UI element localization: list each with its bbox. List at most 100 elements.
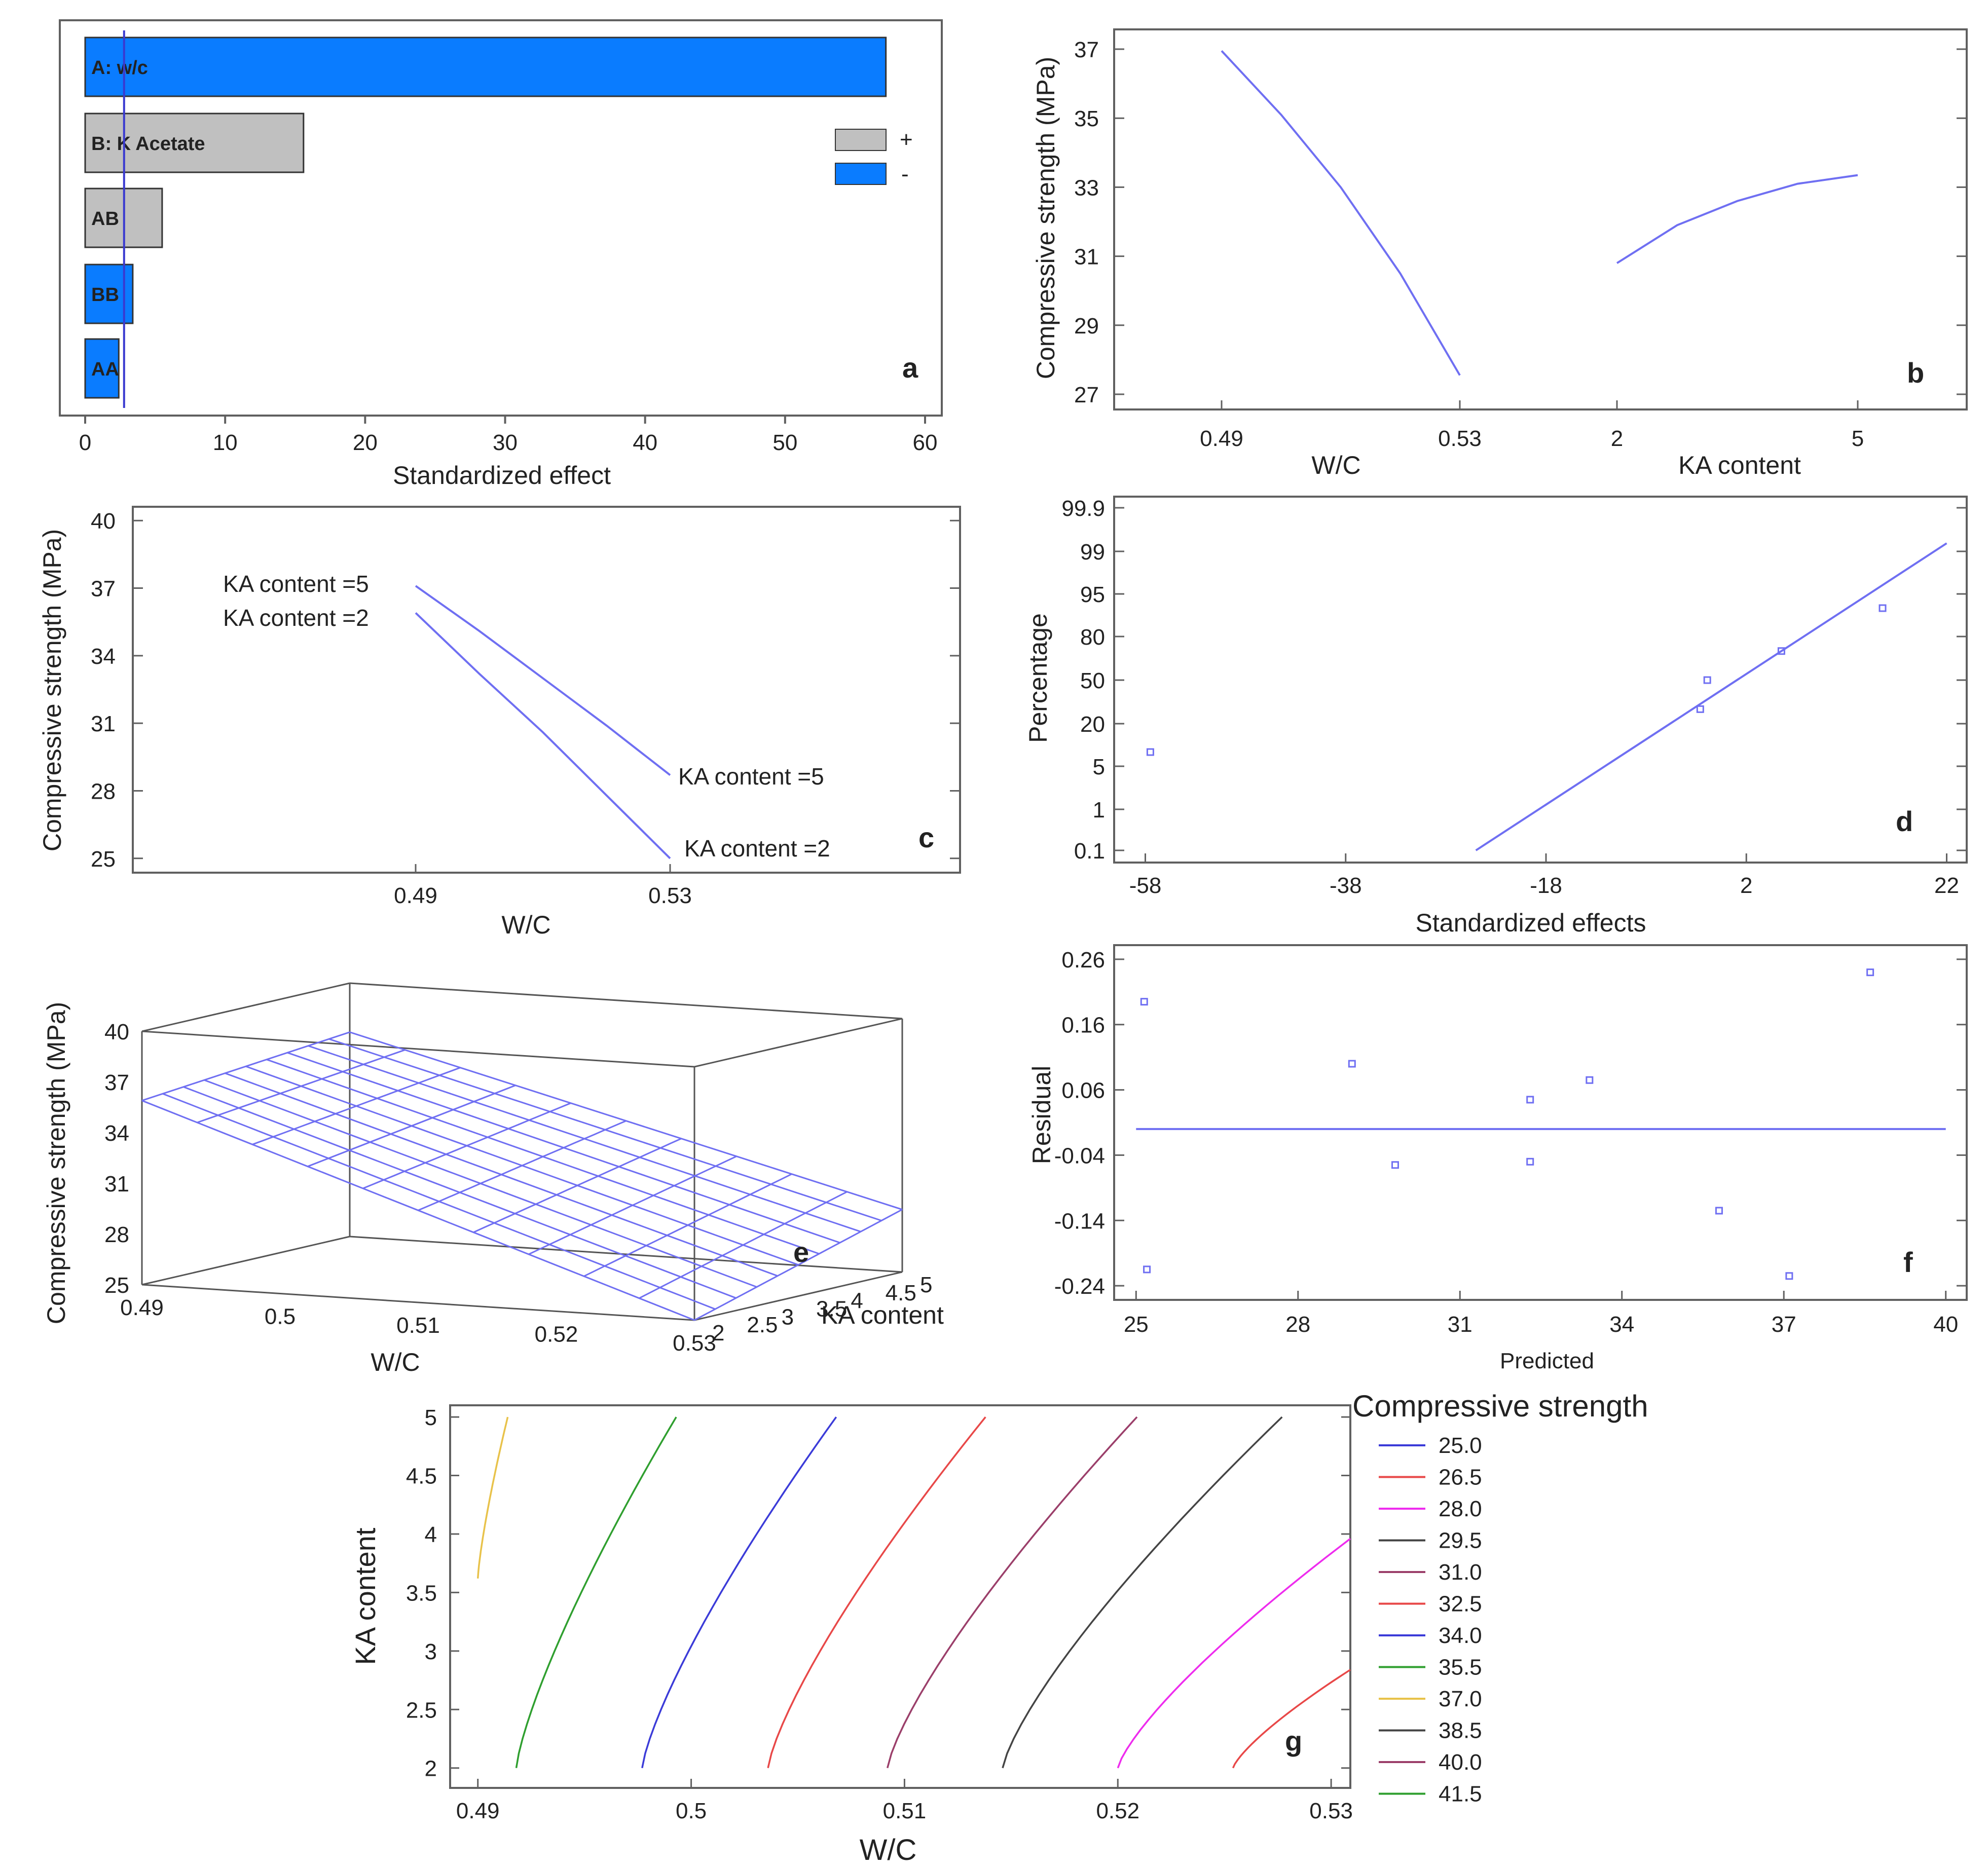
y-tick-label-1: 2.5	[747, 1313, 778, 1337]
x-tick-label-4: 0.53	[673, 1331, 716, 1356]
surface-grid-wc-5	[418, 1120, 627, 1211]
x-tick-label-1: 0.53	[648, 883, 692, 908]
contour-26.5	[1232, 1669, 1351, 1769]
legend-label-1: 26.5	[1439, 1465, 1482, 1490]
panel-a-frame	[59, 19, 943, 417]
y-tick-label-5: 4.5	[886, 1281, 916, 1305]
y-tick-label-2: 31	[91, 712, 116, 736]
legend-label-9: 38.5	[1439, 1718, 1482, 1743]
y-tick-label-6: 95	[1080, 582, 1105, 607]
contour-31.0	[887, 1416, 1138, 1769]
box-edge-3	[141, 1236, 350, 1286]
residual-point-3	[1391, 1161, 1399, 1169]
residual-point-4	[1526, 1096, 1534, 1104]
surface-grid-wc-0	[141, 1031, 350, 1102]
y-tick-label-1: 2.5	[406, 1698, 437, 1723]
panel-a-letter: a	[902, 352, 918, 384]
bar-label-1: B: K Acetate	[91, 133, 205, 155]
residual-point-8	[1785, 1272, 1793, 1280]
z-tick-label-0: 25	[104, 1273, 129, 1298]
bar-label-2: AB	[91, 208, 119, 230]
y-tick-label-3: 34	[91, 644, 116, 669]
z-tick-label-2: 31	[104, 1172, 129, 1197]
panel-c-ann-start-2: KA content =2	[223, 605, 369, 631]
panel-c-xlabel: W/C	[501, 911, 550, 939]
x-tick-label-4: 0.53	[1309, 1799, 1353, 1823]
y-tick-label-4: 4	[851, 1289, 863, 1314]
legend-label-8: 37.0	[1439, 1687, 1482, 1711]
panel-f-xlabel: Predicted	[1500, 1349, 1594, 1373]
panel-b-xlabel-wc: W/C	[1311, 451, 1360, 479]
x-tick-label-1-0: 2	[1611, 426, 1623, 451]
y-tick-label-0: 2	[425, 1756, 437, 1781]
residual-point-6	[1586, 1076, 1594, 1084]
main-effect-line-0	[1221, 50, 1461, 376]
interaction-line-1	[415, 612, 671, 859]
panel-c-ann-end-2: KA content =2	[684, 835, 830, 862]
panel-b-ylabel: Compressive strength (MPa)	[1032, 57, 1060, 379]
x-tick-label-2: 31	[1448, 1312, 1472, 1337]
legend-label-10: 40.0	[1439, 1750, 1482, 1775]
contour-37.0	[476, 1416, 509, 1579]
x-tick-label-0: 25	[1124, 1312, 1149, 1337]
surface-grid-wc-3	[307, 1085, 516, 1168]
surface-grid-wc-6	[473, 1138, 682, 1233]
y-tick-label-0: 25	[91, 847, 116, 872]
y-tick-label-4: 4	[425, 1522, 437, 1547]
x-tick-label-5: 50	[772, 430, 797, 455]
box-edge-2	[349, 1236, 903, 1273]
legend-label-negative: -	[901, 162, 909, 186]
fit-line	[1475, 542, 1947, 851]
y-tick-label-2: 3	[425, 1639, 437, 1664]
panel-e-ylabel: KA content	[821, 1301, 944, 1329]
x-tick-label-3: 2	[1740, 873, 1752, 898]
panel-c-ann-start-5: KA content =5	[223, 571, 369, 597]
y-tick-label-3: 3.5	[406, 1581, 437, 1605]
residual-point-5	[1526, 1157, 1534, 1166]
y-tick-label-2: 5	[1093, 755, 1105, 779]
residual-point-9	[1866, 968, 1874, 977]
panel-g-legend-title: Compressive strength	[1352, 1389, 1648, 1423]
legend-label-5: 32.5	[1439, 1592, 1482, 1617]
x-tick-label-0: 0	[79, 430, 91, 455]
residual-point-7	[1715, 1207, 1723, 1215]
interaction-line-0	[415, 585, 671, 776]
y-tick-label-1: 1	[1093, 798, 1105, 823]
panel-c-ann-end-5: KA content =5	[678, 763, 824, 790]
y-tick-label-1: 0.16	[1061, 1013, 1105, 1038]
y-tick-label-3: 3.5	[816, 1297, 847, 1322]
box-edge-0	[141, 1284, 695, 1321]
y-tick-label-5: 80	[1080, 625, 1105, 650]
surface-grid-ka-0	[141, 1100, 695, 1321]
panel-b-xlabel-ka: KA content	[1678, 451, 1801, 479]
point-0	[1146, 748, 1154, 756]
y-tick-label-4: -0.14	[1054, 1209, 1105, 1233]
panel-c-ylabel: Compressive strength (MPa)	[38, 529, 66, 851]
y-tick-label-4: 50	[1080, 668, 1105, 693]
y-tick-label-5: -0.24	[1054, 1274, 1105, 1299]
legend-label-4: 31.0	[1439, 1560, 1482, 1585]
y-tick-label-3: 33	[1074, 175, 1099, 200]
x-tick-label-5: 40	[1933, 1312, 1958, 1337]
box-edge-1	[694, 1271, 903, 1321]
x-tick-label-4: 37	[1772, 1312, 1796, 1337]
z-tick-label-3: 34	[104, 1121, 129, 1146]
y-tick-label-1: 28	[91, 779, 116, 804]
legend-swatch-positive	[835, 129, 887, 151]
panel-d-xlabel: Standardized effects	[1416, 909, 1646, 937]
y-tick-label-0: 0.1	[1074, 839, 1105, 864]
point-1	[1696, 705, 1704, 713]
legend-label-11: 41.5	[1439, 1782, 1482, 1807]
y-tick-label-2: 0.06	[1061, 1078, 1105, 1103]
legend-label-3: 29.5	[1439, 1528, 1482, 1553]
surface-grid-wc-10	[694, 1209, 903, 1321]
surface-grid-wc-7	[528, 1155, 737, 1255]
panel-g-ylabel: KA content	[349, 1527, 381, 1665]
contour-32.5	[767, 1416, 986, 1769]
contour-28.0	[1117, 1538, 1351, 1769]
bar-label-4: AA	[91, 359, 119, 380]
bar-1	[84, 113, 305, 173]
x-tick-label-3: 0.52	[535, 1322, 578, 1347]
y-tick-label-5: 4.5	[406, 1464, 437, 1489]
